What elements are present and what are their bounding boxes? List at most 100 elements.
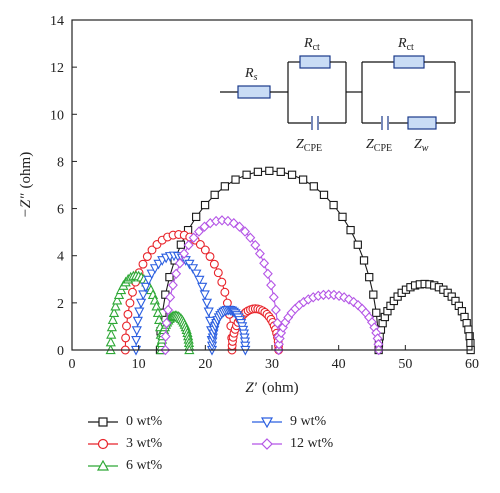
- y-tick-label: 2: [57, 297, 64, 312]
- data-point: [231, 175, 240, 184]
- data-point: [106, 328, 117, 339]
- label-rct-2: Rct: [397, 36, 414, 53]
- data-point: [309, 182, 318, 191]
- x-tick-label: 30: [265, 357, 279, 372]
- data-point: [266, 279, 277, 291]
- data-point: [234, 221, 245, 232]
- x-tick-label: 40: [332, 357, 346, 372]
- x-tick-label: 0: [69, 357, 76, 372]
- x-axis-var: Z′: [245, 380, 257, 396]
- data-point: [152, 307, 164, 318]
- data-point: [217, 277, 227, 287]
- data-point: [359, 256, 369, 265]
- y-tick-label: 4: [57, 250, 64, 265]
- resistor-rct-1: [299, 55, 331, 69]
- data-point: [123, 309, 133, 319]
- data-point: [132, 316, 143, 327]
- data-point: [131, 335, 142, 346]
- data-point: [193, 226, 204, 237]
- data-point: [134, 307, 145, 318]
- x-tick-label: 50: [398, 357, 412, 372]
- data-point: [287, 170, 297, 179]
- data-point: [250, 239, 261, 251]
- data-point: [210, 190, 219, 200]
- data-point: [147, 245, 157, 255]
- data-point: [298, 175, 308, 184]
- data-point: [122, 321, 131, 331]
- data-point: [372, 308, 381, 317]
- data-point: [108, 307, 120, 318]
- data-point: [142, 252, 152, 262]
- label-zcpe-1: ZCPE: [296, 137, 322, 154]
- data-point: [329, 200, 338, 210]
- data-point: [217, 215, 227, 226]
- y-tick-label: 10: [50, 108, 64, 123]
- data-point: [191, 269, 202, 280]
- data-point: [213, 268, 223, 278]
- data-point: [197, 282, 208, 293]
- data-point: [276, 167, 285, 176]
- resistor-rct-2: [393, 55, 425, 69]
- data-point: [163, 304, 174, 316]
- data-point: [151, 300, 162, 311]
- data-point: [131, 326, 142, 336]
- data-point: [140, 282, 151, 293]
- data-point: [346, 225, 355, 235]
- data-point: [105, 336, 116, 347]
- data-point: [272, 317, 283, 329]
- data-point: [220, 287, 230, 297]
- data-point: [188, 232, 199, 243]
- data-point: [106, 321, 118, 332]
- resistor-rs: [237, 85, 271, 99]
- data-point: [176, 240, 186, 249]
- data-point: [240, 226, 251, 237]
- data-point: [143, 275, 154, 286]
- data-point: [222, 298, 232, 308]
- data-point: [369, 290, 378, 299]
- data-point: [192, 212, 201, 222]
- x-axis-label: Z′ (ohm): [245, 380, 298, 396]
- data-point: [245, 232, 256, 243]
- data-point: [205, 252, 215, 262]
- y-tick-label: 12: [50, 61, 64, 76]
- y-tick-label: 0: [57, 344, 64, 359]
- data-point: [146, 269, 157, 280]
- data-point: [112, 294, 123, 305]
- data-point: [113, 289, 125, 299]
- data-point: [222, 215, 233, 227]
- data-point: [253, 167, 263, 176]
- data-point: [149, 264, 161, 274]
- data-point: [265, 166, 274, 176]
- data-point: [167, 279, 178, 291]
- data-point: [160, 331, 171, 342]
- data-point: [161, 317, 172, 329]
- data-point: [183, 239, 194, 251]
- x-ticks: 0 10 20 30 40 50 60: [69, 345, 479, 372]
- data-point: [203, 307, 214, 318]
- data-point: [254, 248, 265, 259]
- label-rs: Rs: [244, 66, 258, 83]
- label-zw: Zw: [414, 137, 429, 154]
- y-axis-unit: (ohm): [18, 152, 34, 189]
- data-point: [259, 258, 270, 269]
- x-tick-label: 60: [465, 357, 479, 372]
- data-point: [138, 290, 149, 301]
- data-point: [194, 275, 205, 286]
- y-axis-label: −Z″ (ohm): [18, 152, 34, 218]
- data-point: [338, 212, 347, 222]
- series-12wtpct: [160, 215, 384, 356]
- label-zcpe-2: ZCPE: [366, 137, 392, 154]
- data-point: [201, 298, 213, 309]
- data-point: [195, 240, 205, 249]
- y-ticks: 0 2 4 6 8 10 12 14: [50, 14, 77, 359]
- warburg-element: [407, 116, 437, 130]
- data-point: [220, 182, 230, 191]
- data-point: [353, 240, 362, 249]
- plot-layer: [105, 166, 475, 356]
- x-tick-label: 10: [132, 357, 146, 372]
- data-point: [121, 333, 131, 343]
- x-tick-label: 20: [198, 357, 212, 372]
- data-point: [107, 314, 118, 324]
- data-point: [110, 300, 121, 311]
